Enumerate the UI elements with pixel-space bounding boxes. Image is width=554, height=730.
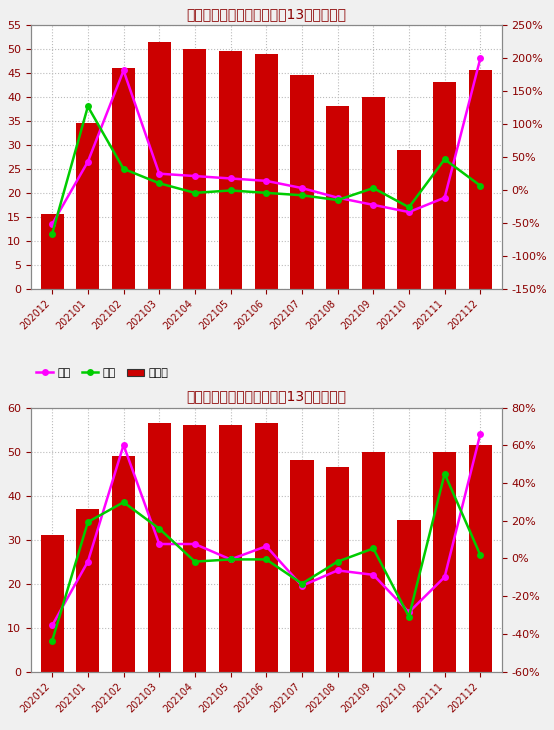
- Bar: [290, 461, 314, 672]
- Bar: [183, 426, 207, 672]
- Bar: [433, 452, 456, 672]
- Bar: [469, 445, 492, 672]
- Bar: [40, 535, 64, 672]
- Bar: [183, 49, 207, 289]
- Bar: [469, 71, 492, 289]
- Bar: [219, 426, 242, 672]
- Bar: [326, 467, 349, 672]
- Bar: [362, 452, 385, 672]
- Legend: 同比, 环比, 开工率: 同比, 环比, 开工率: [37, 369, 168, 378]
- Bar: [219, 51, 242, 289]
- Bar: [290, 75, 314, 289]
- Bar: [76, 123, 100, 289]
- Bar: [433, 82, 456, 289]
- Bar: [76, 509, 100, 672]
- Title: 中国白刚玉全部生产商过去13个月开工率: 中国白刚玉全部生产商过去13个月开工率: [186, 7, 346, 21]
- Bar: [397, 150, 420, 289]
- Bar: [326, 107, 349, 289]
- Bar: [147, 42, 171, 289]
- Title: 中国白刚玉在产生产商过去13个月开工率: 中国白刚玉在产生产商过去13个月开工率: [186, 390, 346, 404]
- Bar: [40, 215, 64, 289]
- Bar: [255, 54, 278, 289]
- Bar: [362, 97, 385, 289]
- Bar: [112, 68, 135, 289]
- Bar: [147, 423, 171, 672]
- Bar: [112, 456, 135, 672]
- Bar: [255, 423, 278, 672]
- Bar: [397, 520, 420, 672]
